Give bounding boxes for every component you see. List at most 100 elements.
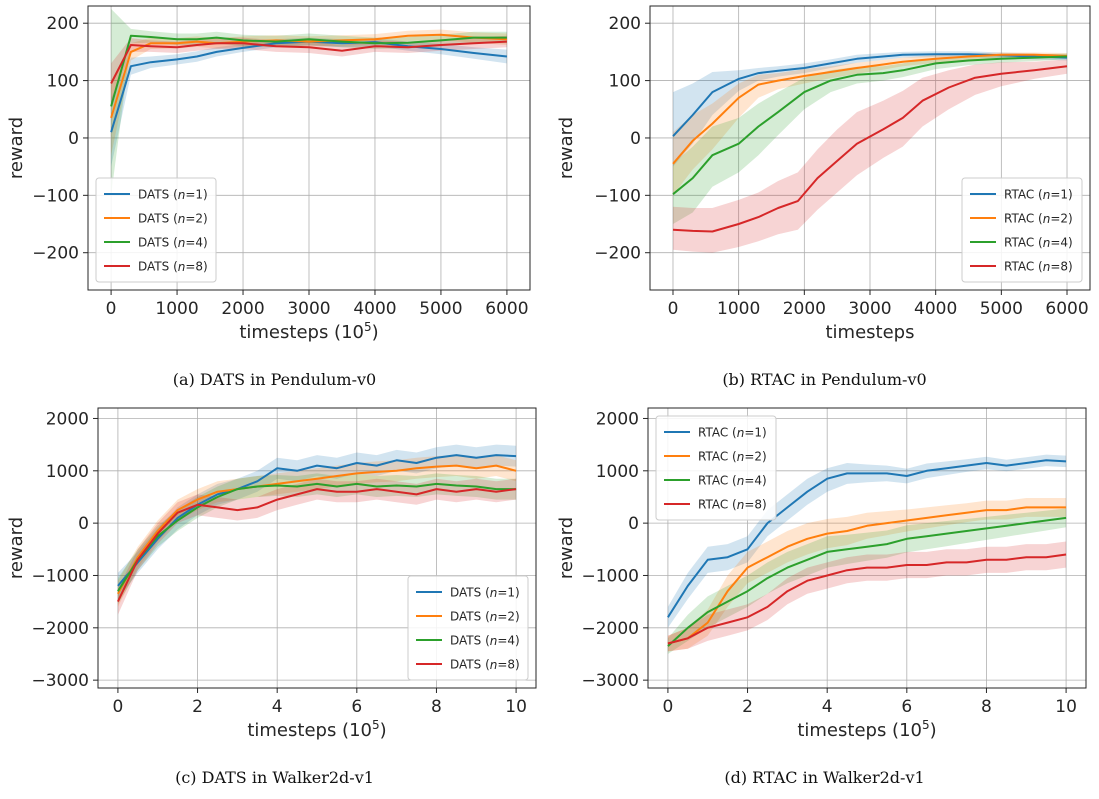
chart-a-svg: 0 1000 2000 3000 4000 5000 6000 −200 −100 0 100 200… — [6, 5, 531, 343]
legend-box — [95, 177, 217, 283]
legend: RTAC (n=1) RTAC (n=2) RTAC (n=4) RTAC (n=8) — [961, 177, 1083, 283]
x-tick-label: 6000 — [1045, 299, 1088, 319]
x-tick-label: 10 — [505, 697, 527, 717]
series-line-dats-n-4 — [110, 34, 507, 107]
x-tick-label: 0 — [106, 299, 117, 319]
legend-label: RTAC (n=8) — [698, 498, 767, 512]
x-tick-label: 3000 — [287, 299, 330, 319]
legend-label: DATS (n=8) — [450, 658, 520, 672]
y-tick-label: −100 — [594, 186, 641, 206]
series-line-dats-n-8 — [116, 488, 517, 603]
plot-area — [667, 454, 1067, 654]
confidence-band-rtac-n-2 — [667, 498, 1067, 652]
x-tick-label: 5000 — [419, 299, 462, 319]
series-line-rtac-n-1 — [667, 459, 1067, 618]
series-line-rtac-n-4 — [667, 516, 1067, 647]
chart-d-caption: (d) RTAC in Walker2d-v1 — [724, 768, 925, 787]
x-axis-label: timesteps — [826, 322, 915, 343]
chart-a-caption: (a) DATS in Pendulum-v0 — [172, 370, 377, 389]
y-tick-label: 100 — [47, 72, 79, 92]
legend-label: RTAC (n=4) — [698, 474, 767, 488]
legend: DATS (n=1) DATS (n=2) DATS (n=4) DATS (n=8) — [95, 177, 217, 283]
confidence-band-rtac-n-8 — [667, 541, 1067, 652]
chart-b-caption: (b) RTAC in Pendulum-v0 — [722, 370, 927, 389]
x-tick-label: 0 — [662, 697, 673, 717]
y-tick-label: −100 — [32, 186, 79, 206]
y-tick-label: −200 — [32, 244, 79, 264]
y-tick-label: 0 — [78, 514, 89, 534]
y-tick-label: 100 — [609, 72, 641, 92]
y-tick-label: 200 — [609, 14, 641, 34]
chart-b-svg: 0 1000 2000 3000 4000 5000 6000 −200 −100 0 100 200… — [556, 5, 1091, 343]
series-line-rtac-n-2 — [667, 506, 1067, 645]
chart-c-caption: (c) DATS in Walker2d-v1 — [175, 768, 374, 787]
x-tick-label: 4000 — [353, 299, 396, 319]
x-tick-label: 2 — [742, 697, 753, 717]
ticks: 0 1000 2000 3000 4000 5000 6000 −200 −100 0 100 200 — [594, 14, 1088, 319]
legend: DATS (n=1) DATS (n=2) DATS (n=4) DATS (n=8) — [407, 575, 529, 681]
x-tick-label: 0 — [112, 697, 123, 717]
legend-box — [655, 415, 777, 521]
series-line-dats-n-2 — [117, 464, 517, 595]
series-line-rtac-n-4 — [672, 55, 1068, 195]
x-tick-label: 6 — [351, 697, 362, 717]
legend-box — [407, 575, 529, 681]
y-tick-label: 2000 — [596, 409, 639, 429]
ticks: 0 2 4 6 8 10 −3000 −2000 −1000 0 1000 2000 — [581, 409, 1076, 717]
legend-label: RTAC (n=1) — [1004, 188, 1073, 202]
x-tick-label: 10 — [1055, 697, 1077, 717]
legend-label: DATS (n=1) — [138, 188, 208, 202]
chart-panel-d: 0 2 4 6 8 10 −3000 −2000 −1000 0 1000 2000 timesteps… — [550, 400, 1099, 799]
legend-label: DATS (n=4) — [138, 236, 208, 250]
y-tick-label: 0 — [68, 129, 79, 149]
y-tick-label: −1000 — [31, 566, 89, 586]
confidence-band-rtac-n-4 — [673, 53, 1067, 224]
x-tick-label: 1000 — [717, 299, 760, 319]
x-tick-label: 5000 — [980, 299, 1023, 319]
confidence-band-dats-n-2 — [111, 29, 507, 156]
y-tick-label: 0 — [628, 514, 639, 534]
x-tick-label: 4 — [822, 697, 833, 717]
series-line-dats-n-1 — [110, 40, 508, 133]
confidence-band-dats-n-8 — [111, 35, 507, 104]
y-tick-label: 1000 — [46, 462, 89, 482]
legend-label: DATS (n=8) — [138, 260, 208, 274]
x-tick-label: 4000 — [914, 299, 957, 319]
x-tick-label: 1000 — [155, 299, 198, 319]
legend-label: RTAC (n=1) — [698, 426, 767, 440]
y-axis-label: reward — [6, 517, 27, 579]
series-line-rtac-n-2 — [672, 53, 1068, 165]
legend: RTAC (n=1) RTAC (n=2) RTAC (n=4) RTAC (n=8) — [655, 415, 777, 521]
y-tick-label: −2000 — [31, 619, 89, 639]
x-axis-label: timesteps (105) — [797, 718, 936, 741]
legend-box — [961, 177, 1083, 283]
plot-area — [110, 8, 508, 196]
x-tick-label: 8 — [981, 697, 992, 717]
x-axis-label: timesteps (105) — [239, 320, 378, 343]
series-line-dats-n-2 — [110, 33, 507, 119]
y-tick-label: −200 — [594, 244, 641, 264]
x-tick-label: 4 — [272, 697, 283, 717]
ticks: 0 2 4 6 8 10 −3000 −2000 −1000 0 1000 2000 — [31, 409, 526, 717]
y-axis-label: reward — [556, 117, 577, 179]
legend-label: DATS (n=4) — [450, 634, 520, 648]
plot-area — [672, 51, 1068, 253]
plot-frame — [97, 407, 537, 689]
grid — [88, 6, 530, 290]
plot-area — [116, 444, 517, 615]
chart-panel-a: 0 1000 2000 3000 4000 5000 6000 −200 −100 0 100 200… — [0, 0, 549, 400]
y-tick-label: 2000 — [46, 409, 89, 429]
legend-label: DATS (n=2) — [138, 212, 208, 226]
y-tick-label: −3000 — [581, 671, 639, 691]
series-line-dats-n-4 — [117, 482, 517, 592]
confidence-band-dats-n-2 — [117, 455, 517, 607]
x-tick-label: 8 — [431, 697, 442, 717]
legend-label: DATS (n=1) — [450, 586, 520, 600]
x-tick-label: 2 — [192, 697, 203, 717]
y-axis-label: reward — [6, 117, 27, 179]
legend-label: RTAC (n=4) — [1004, 236, 1073, 250]
y-tick-label: 0 — [630, 129, 641, 149]
x-axis-label: timesteps (105) — [247, 718, 386, 741]
ticks: 0 1000 2000 3000 4000 5000 6000 −200 −100 0 100 200 — [32, 14, 528, 319]
y-axis-label: reward — [556, 517, 577, 579]
